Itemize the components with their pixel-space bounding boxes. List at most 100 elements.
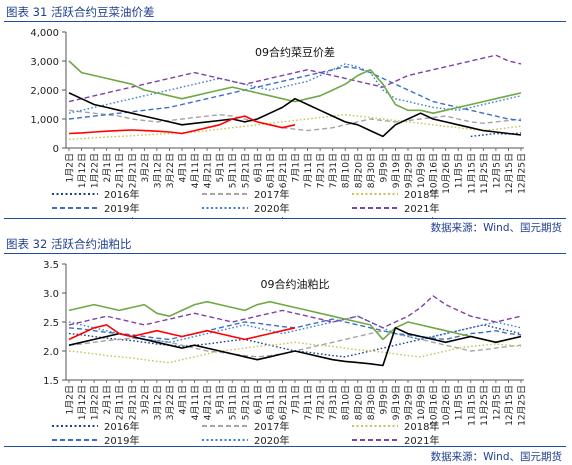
legend-label: 2016年 — [104, 420, 139, 433]
x-tick-label: 8月30日 — [366, 153, 377, 188]
x-tick-label: 10月9日 — [416, 385, 427, 420]
x-tick-label: 6月1日 — [253, 153, 264, 182]
x-tick-label: 2月11日 — [115, 385, 126, 420]
x-tick-label: 12月5日 — [491, 153, 502, 188]
x-tick-label: 4月21日 — [203, 153, 214, 188]
x-tick-label: 1月22日 — [90, 153, 101, 188]
x-tick-label: 7月31日 — [328, 385, 339, 420]
x-tick-label: 10月26日 — [441, 385, 452, 426]
series-line-2022年 — [68, 60, 522, 114]
x-tick-label: 3月2日 — [140, 385, 151, 414]
y-tick-label: 4,000 — [30, 28, 59, 39]
x-tick-label: 9月19日 — [391, 153, 402, 188]
legend-label: 2021年 — [404, 434, 439, 446]
x-tick-label: 5月1日 — [215, 385, 226, 414]
x-tick-label: 1月2日 — [65, 153, 76, 182]
y-tick-label: 1,000 — [30, 115, 59, 126]
x-tick-label: 7月11日 — [303, 153, 314, 188]
legend-label: 2019年 — [104, 202, 139, 215]
x-tick-label: 9月9日 — [378, 385, 389, 414]
x-tick-label: 3月12日 — [152, 385, 163, 420]
x-tick-label: 3月12日 — [152, 153, 163, 188]
x-tick-label: 7月1日 — [291, 385, 302, 414]
x-tick-label: 4月1日 — [178, 385, 189, 414]
x-tick-label: 7月21日 — [316, 385, 327, 420]
x-tick-label: 1月2日 — [65, 385, 76, 414]
x-tick-label: 9月19日 — [391, 385, 402, 420]
legend-label: 2021年 — [404, 202, 439, 215]
x-tick-label: 8月10日 — [341, 153, 352, 188]
figure-32-title: 图表 32 活跃合约油粕比 — [6, 237, 132, 251]
figure-31-bottom-rule — [4, 218, 566, 219]
legend-label: 2020年 — [254, 434, 289, 446]
chart-title: 09合约菜豆价差 — [255, 45, 335, 59]
x-tick-label: 2月21日 — [127, 385, 138, 420]
x-tick-label: 3月2日 — [140, 153, 151, 182]
x-tick-label: 2月21日 — [127, 153, 138, 188]
y-tick-label: 2.0 — [43, 347, 59, 358]
x-tick-label: 12月15日 — [504, 153, 515, 194]
y-tick-label: 3,000 — [30, 57, 59, 68]
series-line-2017年 — [68, 109, 522, 132]
figure-32-source: 数据来源：Wind、国元期货 — [430, 451, 562, 463]
figure-32-bottom-rule — [4, 446, 566, 447]
x-tick-label: 8月20日 — [353, 153, 364, 188]
x-tick-label: 11月25日 — [479, 385, 490, 426]
x-tick-label: 4月1日 — [178, 153, 189, 182]
series-line-2024年 — [68, 324, 296, 341]
x-tick-label: 1月22日 — [90, 385, 101, 420]
x-tick-label: 12月15日 — [504, 385, 515, 426]
y-tick-label: 3.5 — [43, 260, 59, 271]
x-tick-label: 8月20日 — [353, 385, 364, 420]
x-tick-label: 5月21日 — [240, 153, 251, 188]
x-tick-label: 5月11日 — [228, 153, 239, 188]
x-tick-label: 1月12日 — [77, 153, 88, 188]
series-line-2023年 — [68, 92, 522, 138]
x-tick-label: 7月31日 — [328, 153, 339, 188]
series-line-2021年 — [68, 54, 522, 103]
x-tick-label: 2月1日 — [102, 153, 113, 182]
x-tick-label: 4月11日 — [190, 153, 201, 188]
series-line-2018年 — [68, 341, 522, 364]
x-tick-label: 7月11日 — [303, 385, 314, 420]
chart-oil-meal-ratio: 1.5 2.0 2.5 3.0 3.5 1月2日 1月12日 1月22日 2月1日 2月11日 2月… — [43, 260, 528, 446]
x-tick-label: 2月1日 — [102, 385, 113, 414]
x-tick-label: 5月21日 — [240, 385, 251, 420]
series-line-2023年 — [68, 327, 522, 367]
figure-31-source: 数据来源：Wind、国元期货 — [430, 222, 562, 234]
series-line-2021年 — [68, 295, 522, 329]
x-tick-label: 6月11日 — [265, 153, 276, 188]
x-tick-label: 10月16日 — [429, 385, 440, 426]
x-tick-label: 11月5日 — [454, 153, 465, 188]
x-tick-label: 10月16日 — [429, 153, 440, 194]
legend-label: 2017年 — [254, 188, 289, 201]
x-tick-label: 7月21日 — [316, 153, 327, 188]
x-tick-label: 6月21日 — [278, 153, 289, 188]
x-tick-label: 6月11日 — [265, 385, 276, 420]
x-tick-label: 10月9日 — [416, 153, 427, 188]
x-tick-label: 5月1日 — [215, 153, 226, 182]
legend-label: 2017年 — [254, 420, 289, 433]
x-tick-label: 3月22日 — [165, 153, 176, 188]
series-line-2019年 — [68, 66, 522, 122]
x-tick-label: 11月25日 — [479, 153, 490, 194]
chart-title: 09合约油粕比 — [261, 277, 330, 291]
y-tick-label: 1.5 — [43, 376, 59, 387]
x-tick-label: 12月25日 — [517, 385, 528, 426]
y-tick-label: 0 — [53, 144, 59, 155]
series-line-2022年 — [68, 300, 522, 344]
x-tick-label: 5月11日 — [228, 385, 239, 420]
x-tick-label: 9月9日 — [378, 153, 389, 182]
x-tick-label: 12月5日 — [491, 385, 502, 420]
x-tick-label: 4月11日 — [190, 385, 201, 420]
x-tick-label: 7月1日 — [291, 153, 302, 182]
series-line-2024年 — [68, 115, 296, 135]
x-tick-label: 6月21日 — [278, 385, 289, 420]
x-tick-label: 4月21日 — [203, 385, 214, 420]
x-tick-label: 2月11日 — [115, 153, 126, 188]
x-tick-label: 8月10日 — [341, 385, 352, 420]
x-tick-label: 1月12日 — [77, 385, 88, 420]
figure-32-title-rule — [4, 253, 566, 254]
x-tick-label: 3月22日 — [165, 385, 176, 420]
